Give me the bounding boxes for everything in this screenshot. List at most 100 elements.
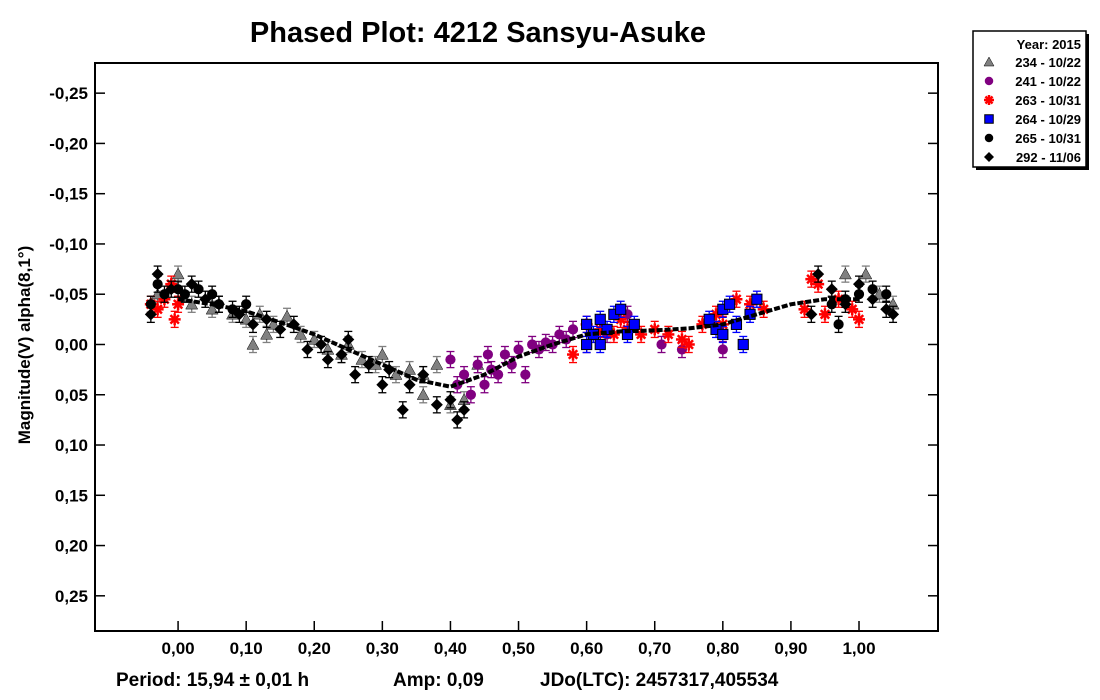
data-point [751, 293, 763, 305]
data-point [825, 283, 838, 296]
x-tick-label: 0,30 [366, 639, 399, 658]
data-point [241, 299, 252, 310]
x-tick-label: 0,90 [774, 639, 807, 658]
data-point [682, 338, 695, 351]
data-point [853, 278, 866, 291]
legend-title: Year: 2015 [1017, 37, 1081, 52]
data-point [881, 289, 892, 300]
data-point [458, 403, 471, 416]
legend: Year: 2015 234 - 10/22 241 - 10/22 263 - 1… [972, 30, 1089, 170]
data-point [866, 293, 879, 306]
data-point [207, 289, 218, 300]
data-point [499, 349, 511, 360]
data-point [859, 267, 873, 280]
data-point [403, 378, 416, 391]
x-tick-label: 0,00 [162, 639, 195, 658]
data-point [430, 398, 443, 411]
legend-label: 265 - 10/31 [1015, 131, 1081, 146]
data-point [396, 403, 409, 416]
data-point [444, 393, 457, 406]
data-point [417, 368, 430, 381]
data-point [826, 299, 837, 310]
legend-label: 292 - 11/06 [1016, 150, 1081, 165]
data-point [168, 313, 181, 326]
data-point [458, 369, 470, 380]
y-tick-label: 0,00 [55, 335, 88, 354]
series-264 [581, 290, 763, 354]
data-point [717, 328, 729, 341]
data-point [581, 318, 593, 330]
data-point [376, 378, 389, 391]
data-point [239, 312, 253, 325]
data-point [513, 344, 524, 355]
data-point [179, 289, 190, 300]
data-point [472, 359, 483, 370]
data-point [342, 333, 355, 346]
data-point [185, 278, 198, 291]
data-point [567, 348, 580, 361]
data-point [479, 379, 490, 390]
data-point [260, 327, 274, 340]
data-point [193, 284, 204, 295]
data-point [805, 308, 818, 321]
y-tick-label: -0,15 [49, 185, 88, 204]
series-292 [144, 265, 900, 429]
footer-jd: JDo(LTC): 2457317,405534 [540, 670, 779, 691]
legend-label: 263 - 10/31 [1015, 93, 1081, 108]
legend-item: 292 - 11/06 [984, 150, 1081, 165]
data-point [301, 343, 314, 356]
data-point [349, 368, 362, 381]
data-point [294, 327, 308, 340]
legend-label: 234 - 10/22 [1015, 55, 1081, 70]
legend-marker-circle [984, 133, 994, 143]
legend-marker-triangle [983, 56, 995, 67]
data-point [493, 369, 504, 380]
data-point [838, 267, 852, 280]
data-point [375, 348, 389, 360]
y-tick-label: -0,20 [49, 134, 88, 153]
data-point [717, 344, 728, 355]
data-point [335, 348, 348, 361]
data-point [465, 389, 476, 400]
footer-amp: Amp: 0,09 [393, 670, 484, 691]
x-tick-label: 0,40 [434, 639, 467, 658]
fit-curve [177, 297, 859, 389]
x-tick-label: 0,80 [706, 639, 739, 658]
data-point [724, 298, 736, 310]
data-point [812, 278, 825, 291]
x-tick-label: 1,00 [842, 639, 875, 658]
data-point [416, 388, 430, 400]
data-point [246, 337, 260, 350]
x-tick-label: 0,60 [570, 639, 603, 658]
data-point [403, 363, 417, 375]
legend-item: 234 - 10/22 [983, 55, 1081, 70]
data-point [144, 308, 157, 321]
data-point [853, 313, 866, 326]
data-point [703, 313, 715, 325]
legend-marker-circle [984, 76, 994, 86]
footer-period: Period: 15,94 ± 0,01 h [116, 670, 309, 691]
x-tick-label: 0,50 [502, 639, 535, 658]
data-point [430, 358, 444, 370]
series-234 [151, 265, 900, 414]
legend-item: 241 - 10/22 [984, 74, 1081, 89]
legend-label: 241 - 10/22 [1015, 74, 1081, 89]
data-point [594, 313, 606, 325]
y-tick-label: 0,20 [55, 537, 88, 556]
data-point [601, 323, 613, 336]
data-point [675, 333, 688, 346]
data-point [594, 338, 606, 351]
data-point [451, 413, 464, 426]
data-point [628, 318, 640, 330]
data-point [812, 268, 825, 281]
data-point [159, 289, 170, 300]
data-point [833, 319, 844, 330]
x-tick-label: 0,20 [298, 639, 331, 658]
data-point [205, 302, 219, 315]
data-point [839, 298, 852, 311]
legend-item: 264 - 10/29 [984, 112, 1081, 127]
data-point [887, 308, 900, 321]
data-point [581, 338, 593, 351]
legend-marker-square [984, 114, 994, 124]
